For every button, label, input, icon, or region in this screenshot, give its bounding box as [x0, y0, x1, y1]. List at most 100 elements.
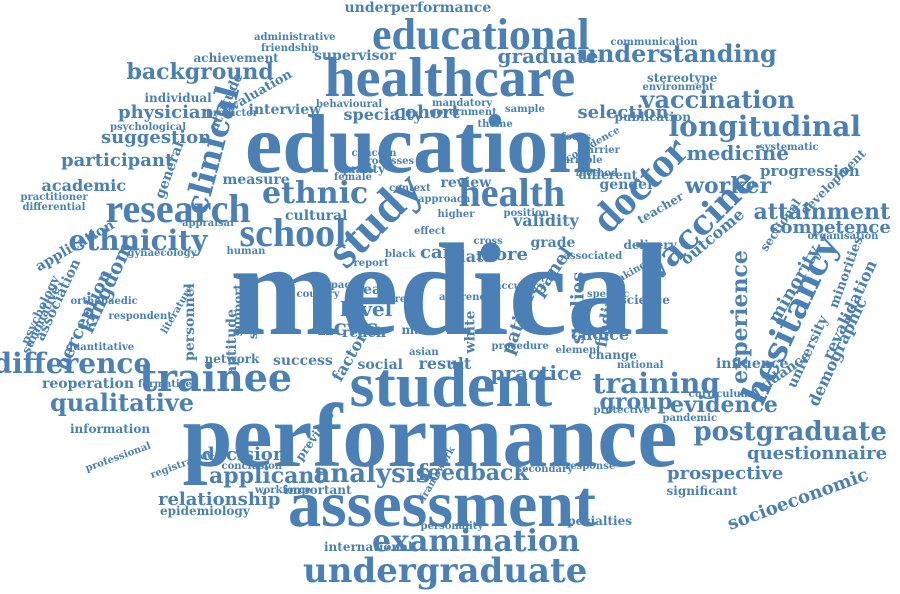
word-curriculum: curriculum	[688, 389, 752, 400]
word-competence: competence	[769, 217, 891, 238]
word-feedback: feedback	[417, 460, 529, 486]
word-more: more	[476, 244, 528, 265]
word-worker: worker	[685, 173, 772, 199]
word-validity: validity	[513, 211, 579, 230]
word-participant: participant	[61, 150, 174, 171]
word-achievement: achievement	[193, 51, 279, 65]
word-research: research	[105, 186, 251, 231]
word-system: system	[246, 292, 261, 340]
word-influence: influence	[716, 356, 789, 372]
word-predictor: predictor	[206, 108, 259, 119]
word-education: education	[245, 98, 596, 191]
word-undergraduate: undergraduate	[303, 551, 588, 591]
word-background: background	[126, 59, 274, 85]
word-secondary: secondary	[516, 464, 574, 475]
word-cultural: cultural	[285, 208, 348, 224]
word-understanding: understanding	[579, 39, 777, 68]
word-professional: professional	[83, 440, 153, 475]
word-communication: communication	[610, 37, 698, 48]
word-epidemiology: epidemiology	[160, 504, 250, 518]
word-white: white	[461, 310, 478, 354]
word-orthopaedic: orthopaedic	[70, 296, 138, 307]
word-processes: processes	[359, 156, 415, 167]
word-cross: cross	[473, 236, 503, 247]
word-social: social	[357, 357, 403, 373]
word-year: year	[355, 282, 389, 298]
word-cohort: cohort	[394, 102, 460, 123]
word-administrative: administrative	[254, 32, 336, 43]
word-progression: progression	[760, 161, 860, 180]
word-publication: publication	[614, 110, 692, 124]
word-conclusion: conclusion	[221, 461, 283, 472]
word-barrier: barrier	[580, 145, 620, 156]
word-suggestion: suggestion	[101, 127, 212, 148]
word-awareness: awareness	[439, 292, 498, 303]
word-support: support	[231, 283, 246, 337]
word-supervisor: supervisor	[314, 48, 397, 64]
word-national: national	[617, 360, 664, 371]
word-healthcare: healthcare	[324, 47, 576, 109]
word-qualitative: qualitative	[50, 388, 195, 417]
word-higher: higher	[437, 209, 475, 220]
word-longitudinal: longitudinal	[668, 110, 862, 143]
word-postgraduate: postgraduate	[693, 417, 887, 447]
word-data: data	[454, 247, 494, 266]
word-grade: grade	[530, 235, 576, 251]
word-concern: concern	[351, 148, 397, 159]
word-mandatory: mandatory	[432, 98, 493, 109]
word-measure: measure	[222, 172, 290, 188]
word-important: important	[284, 483, 352, 497]
word-educational: educational	[372, 10, 590, 59]
word-science: science	[620, 293, 670, 307]
word-attainment: attainment	[753, 199, 891, 225]
word-underperformance: underperformance	[344, 0, 492, 16]
word-academic: academic	[41, 176, 127, 195]
word-gender: gender	[599, 177, 655, 193]
word-questionnaire: questionnaire	[747, 443, 888, 464]
word-culture: culture	[275, 275, 290, 325]
word-male: male	[401, 323, 435, 337]
word-approach: approach	[418, 194, 471, 205]
word-impact: impact	[316, 280, 356, 291]
word-position: position	[503, 208, 549, 219]
word-sample: sample	[505, 104, 545, 115]
word-black: black	[385, 249, 416, 260]
word-systematic: systematic	[759, 142, 819, 153]
word-appraisal: appraisal	[182, 218, 234, 229]
word-analysis: analysis	[313, 459, 431, 489]
word-information: information	[70, 422, 151, 436]
word-human: human	[226, 246, 266, 257]
word-reoperation: reoperation	[42, 376, 135, 392]
word-gynaecology: gynaecology	[127, 248, 197, 259]
word-vaccination: vaccination	[640, 85, 796, 114]
word-organisation: organisation	[807, 231, 879, 242]
word-method: method	[575, 168, 619, 179]
word-medicine: medicine	[686, 141, 790, 165]
word-selection: selection	[577, 102, 669, 123]
word-response: response	[565, 461, 616, 472]
word-network: network	[204, 352, 260, 366]
word-environment: environment	[642, 82, 714, 93]
word-significant: significant	[666, 484, 738, 498]
word-difference: difference	[0, 347, 152, 380]
word-personality: personality	[420, 521, 484, 532]
word-trainee: trainee	[139, 355, 293, 400]
word-delivery: delivery	[623, 238, 677, 252]
word-workforce: workforce	[255, 485, 312, 496]
word-focus: focus	[561, 132, 591, 143]
word-psychological: psychological	[110, 122, 187, 133]
word-friendship: friendship	[261, 43, 319, 54]
word-physician: physician	[118, 102, 214, 123]
word-stereotype: stereotype	[647, 71, 718, 85]
word-career: career	[382, 294, 418, 305]
word-behavioural: behavioural	[316, 99, 383, 110]
word-choice: choice	[571, 325, 630, 344]
word-prospective: prospective	[667, 463, 784, 484]
word-change: change	[588, 348, 638, 362]
word-interview: interview	[248, 102, 322, 118]
word-performance: performance	[182, 387, 678, 486]
word-hcws: hcws	[317, 315, 379, 341]
word-international: international	[324, 540, 413, 554]
word-success: success	[273, 353, 333, 369]
